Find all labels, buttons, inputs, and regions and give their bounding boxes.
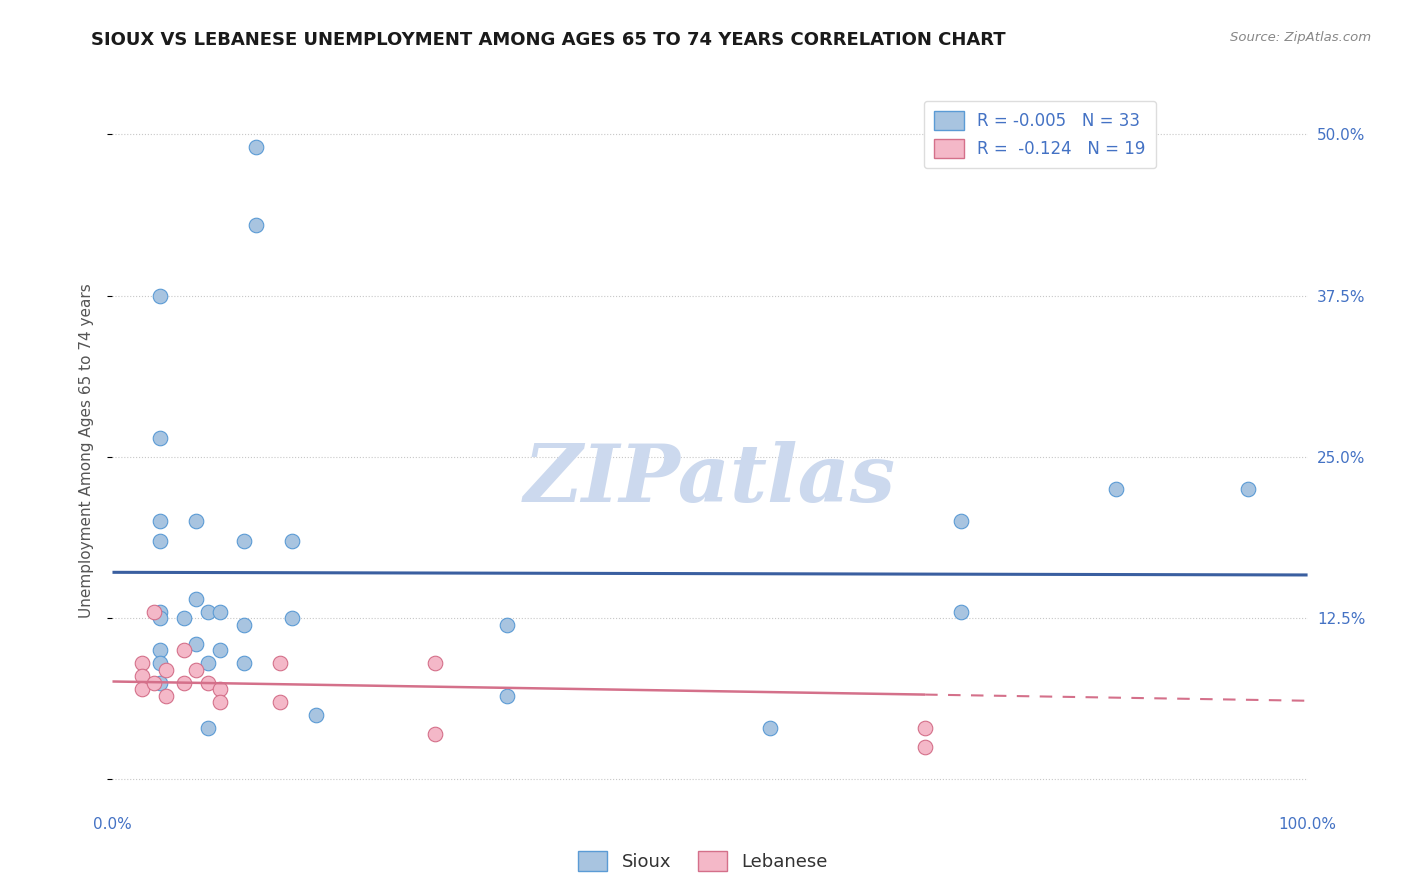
Point xyxy=(914,721,936,735)
Point xyxy=(149,515,172,529)
Point xyxy=(155,689,177,703)
Text: SIOUX VS LEBANESE UNEMPLOYMENT AMONG AGES 65 TO 74 YEARS CORRELATION CHART: SIOUX VS LEBANESE UNEMPLOYMENT AMONG AGE… xyxy=(91,31,1007,49)
Point xyxy=(759,721,782,735)
Point xyxy=(281,533,304,548)
Point xyxy=(269,657,291,671)
Point xyxy=(233,617,256,632)
Point xyxy=(209,605,232,619)
Point xyxy=(496,617,519,632)
Point xyxy=(149,675,172,690)
Point xyxy=(186,663,208,677)
Point xyxy=(149,657,172,671)
Point xyxy=(209,643,232,657)
Point xyxy=(173,611,195,625)
Point xyxy=(950,605,973,619)
Legend: R = -0.005   N = 33, R =  -0.124   N = 19: R = -0.005 N = 33, R = -0.124 N = 19 xyxy=(924,101,1156,168)
Point xyxy=(1105,482,1128,496)
Point xyxy=(143,675,166,690)
Point xyxy=(149,605,172,619)
Point xyxy=(131,669,153,683)
Point xyxy=(186,637,208,651)
Point xyxy=(305,708,328,723)
Point xyxy=(149,431,172,445)
Point xyxy=(425,657,447,671)
Point xyxy=(131,657,153,671)
Point xyxy=(1237,482,1260,496)
Point xyxy=(950,515,973,529)
Point xyxy=(197,657,219,671)
Point xyxy=(233,657,256,671)
Point xyxy=(269,695,291,709)
Point xyxy=(131,682,153,697)
Point xyxy=(209,682,232,697)
Point xyxy=(233,533,256,548)
Point xyxy=(245,140,267,154)
Point xyxy=(914,740,936,755)
Point xyxy=(173,643,195,657)
Point xyxy=(197,721,219,735)
Legend: Sioux, Lebanese: Sioux, Lebanese xyxy=(571,844,835,879)
Point xyxy=(186,591,208,606)
Point xyxy=(209,695,232,709)
Text: ZIPatlas: ZIPatlas xyxy=(524,441,896,518)
Y-axis label: Unemployment Among Ages 65 to 74 years: Unemployment Among Ages 65 to 74 years xyxy=(79,283,94,618)
Point xyxy=(149,533,172,548)
Point xyxy=(173,675,195,690)
Point xyxy=(245,218,267,232)
Point xyxy=(143,605,166,619)
Point xyxy=(197,675,219,690)
Point xyxy=(186,515,208,529)
Point xyxy=(149,611,172,625)
Point xyxy=(155,663,177,677)
Text: Source: ZipAtlas.com: Source: ZipAtlas.com xyxy=(1230,31,1371,45)
Point xyxy=(149,288,172,302)
Point xyxy=(281,611,304,625)
Point xyxy=(149,643,172,657)
Point xyxy=(496,689,519,703)
Point xyxy=(197,605,219,619)
Point xyxy=(425,727,447,741)
